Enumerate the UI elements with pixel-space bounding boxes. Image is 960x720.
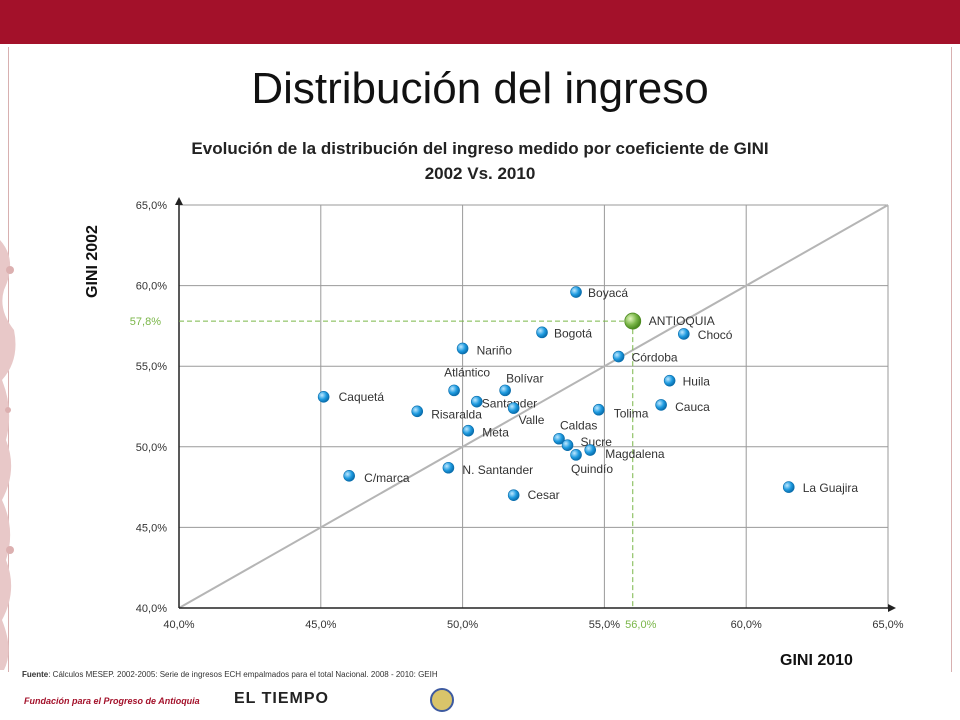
data-point-highlight	[624, 312, 642, 330]
data-point-label: La Guajira	[803, 481, 859, 495]
data-point-label: Cesar	[528, 488, 560, 502]
data-point-label: Santander	[482, 397, 537, 411]
frame-border-right	[951, 47, 952, 672]
reference-y-label: 57,8%	[130, 316, 161, 328]
data-point-label: Atlántico	[444, 365, 490, 379]
data-point-label: Huila	[683, 375, 711, 389]
data-point-label: Valle	[519, 413, 545, 427]
data-point	[499, 384, 511, 397]
data-point	[663, 374, 676, 387]
x-tick-label: 55,0%	[589, 619, 620, 631]
reference-x-label: 56,0%	[625, 619, 656, 631]
diagonal-reference-line	[178, 204, 889, 609]
data-point-label: Risaralda	[431, 407, 482, 421]
data-point	[343, 470, 355, 482]
y-tick-label: 65,0%	[136, 200, 167, 212]
chart-title: Evolución de la distribución del ingreso…	[100, 136, 860, 186]
data-point	[678, 328, 690, 340]
data-point	[612, 350, 625, 363]
data-point-label: ANTIOQUIA	[649, 314, 715, 328]
data-point	[782, 481, 795, 493]
slide-title: Distribución del ingreso	[251, 64, 709, 113]
logo-el-tiempo: EL TIEMPO	[234, 690, 329, 707]
decorative-swirl-ornament	[0, 240, 16, 670]
seal-logo-icon	[430, 688, 454, 712]
data-point-label: Córdoba	[632, 351, 678, 365]
y-axis-arrow-icon	[175, 197, 183, 205]
x-tick-label: 65,0%	[872, 619, 903, 631]
data-point-label: Caldas	[560, 419, 597, 433]
logo-fundacion: Fundación para el Progreso de Antioquia	[24, 696, 200, 706]
data-point-label: Bolívar	[506, 371, 543, 385]
data-point	[655, 399, 667, 411]
data-point	[553, 432, 565, 445]
data-point	[592, 403, 605, 416]
data-point	[448, 384, 460, 397]
data-point-label: Meta	[482, 426, 509, 440]
y-tick-label: 50,0%	[136, 442, 167, 454]
data-point-label: C/marca	[364, 471, 410, 485]
data-point	[456, 342, 469, 355]
data-point	[411, 405, 424, 418]
data-point	[536, 326, 548, 339]
data-point	[570, 449, 582, 461]
x-tick-label: 45,0%	[305, 619, 336, 631]
chart-title-line2: 2002 Vs. 2010	[424, 164, 536, 183]
y-axis-label: GINI 2002	[84, 225, 101, 298]
y-tick-label: 40,0%	[136, 603, 167, 615]
x-axis-arrow-icon	[888, 604, 896, 612]
x-tick-label: 60,0%	[731, 619, 762, 631]
data-point	[507, 402, 520, 414]
data-point-label: Cauca	[675, 400, 710, 414]
y-tick-label: 60,0%	[136, 281, 167, 293]
data-point-label: Quindío	[571, 462, 613, 476]
source-prefix: Fuente	[22, 670, 49, 679]
x-axis-label: GINI 2010	[780, 652, 853, 669]
data-point	[584, 444, 597, 456]
data-point	[507, 489, 520, 501]
header-bar	[0, 0, 960, 44]
data-point	[570, 286, 582, 298]
data-point-label: Bogotá	[554, 326, 592, 340]
data-point-label: Chocó	[698, 328, 733, 342]
x-tick-label: 40,0%	[163, 619, 194, 631]
data-point-label: Boyacá	[588, 286, 628, 300]
x-tick-label: 50,0%	[447, 619, 478, 631]
data-point-label: N. Santander	[462, 463, 533, 477]
data-point-label: Magdalena	[605, 447, 665, 461]
data-point	[470, 395, 483, 408]
chart-title-line1: Evolución de la distribución del ingreso…	[191, 139, 769, 158]
data-point	[561, 439, 574, 451]
data-point	[442, 461, 455, 474]
data-point-label: Tolima	[614, 407, 649, 421]
y-tick-label: 45,0%	[136, 522, 167, 534]
data-point-label: Caquetá	[339, 390, 385, 404]
y-tick-label: 55,0%	[136, 361, 167, 373]
data-point	[462, 424, 475, 437]
footer-logos: Fundación para el Progreso de Antioquia …	[20, 682, 540, 720]
source-note: Fuente: Cálculos MESEP. 2002-2005: Serie…	[22, 670, 438, 679]
source-text: : Cálculos MESEP. 2002-2005: Serie de in…	[48, 670, 438, 679]
data-point-label: Nariño	[477, 343, 513, 357]
header-divider	[0, 44, 960, 47]
data-point	[317, 391, 330, 403]
